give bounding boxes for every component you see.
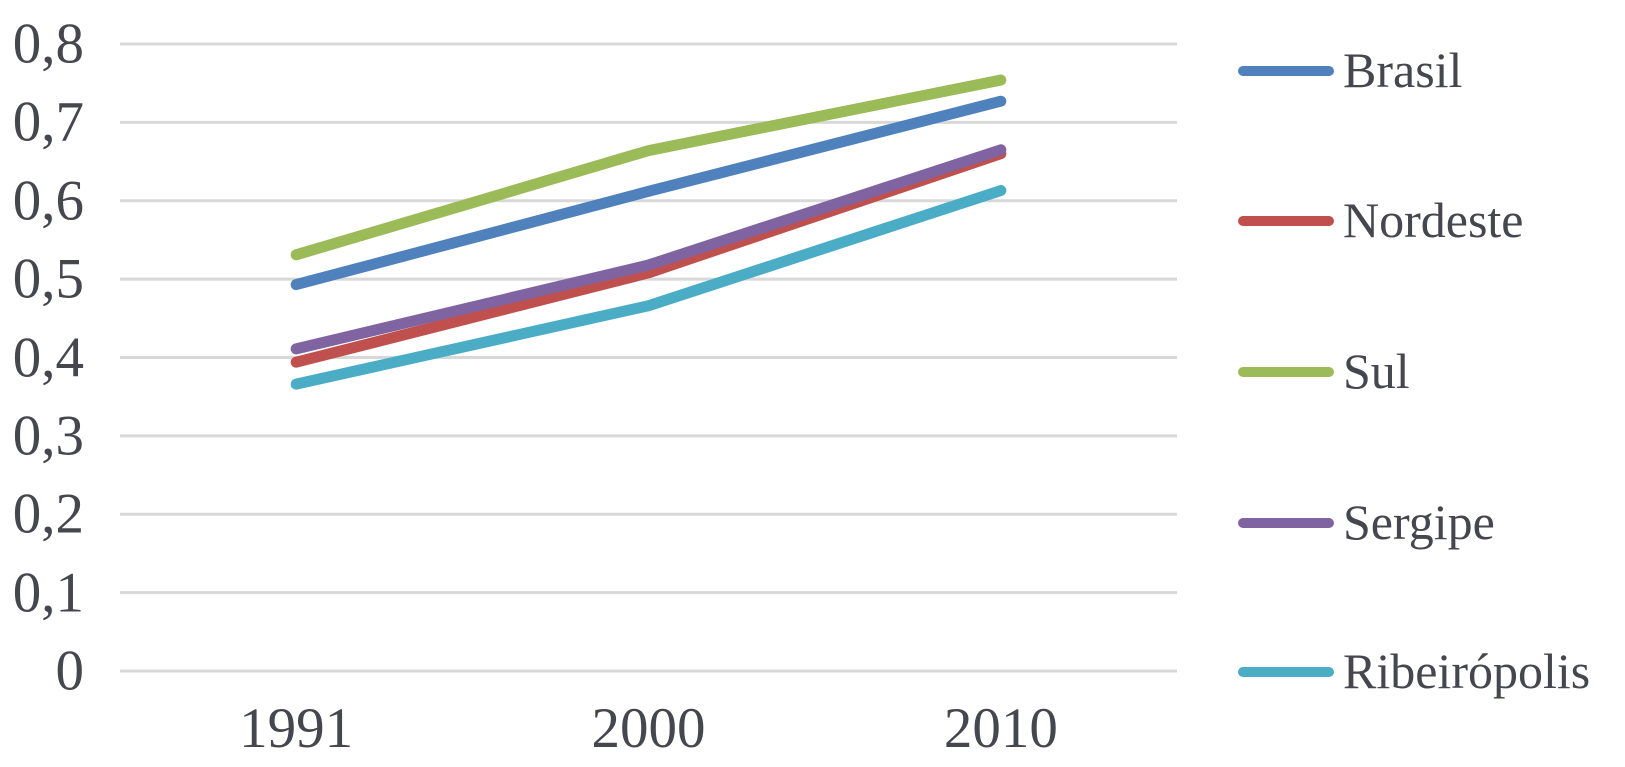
legend-label: Ribeirópolis [1343, 643, 1591, 699]
legend-swatch [1238, 367, 1334, 377]
x-tick-label: 2000 [591, 697, 706, 760]
x-tick-label: 1991 [239, 697, 354, 760]
series-line-sul [290, 74, 1007, 261]
series-line-brasil [290, 95, 1007, 291]
legend-label: Sergipe [1343, 494, 1495, 550]
y-tick-label: 0,4 [12, 326, 84, 389]
y-tick-label: 0,6 [12, 169, 84, 233]
x-tick-label: 2010 [943, 697, 1058, 760]
legend-swatch [1238, 216, 1334, 226]
legend-swatch [1238, 66, 1334, 76]
legend-label: Sul [1343, 343, 1410, 399]
series-line-sergipe [290, 144, 1007, 355]
legend-swatch [1238, 518, 1334, 528]
legend-label: Brasil [1343, 42, 1463, 98]
y-tick-label: 0,5 [12, 247, 84, 311]
y-tick-label: 0,8 [12, 12, 84, 76]
legend-label: Nordeste [1343, 192, 1524, 248]
y-tick-label: 0,1 [12, 561, 84, 625]
legend-swatch [1238, 667, 1334, 677]
y-tick-label: 0,7 [12, 90, 84, 154]
series-line-ribeirópolis [290, 185, 1007, 390]
y-tick-label: 0,2 [12, 482, 84, 546]
y-tick-label: 0,3 [12, 404, 84, 468]
y-tick-label: 0 [55, 639, 85, 703]
